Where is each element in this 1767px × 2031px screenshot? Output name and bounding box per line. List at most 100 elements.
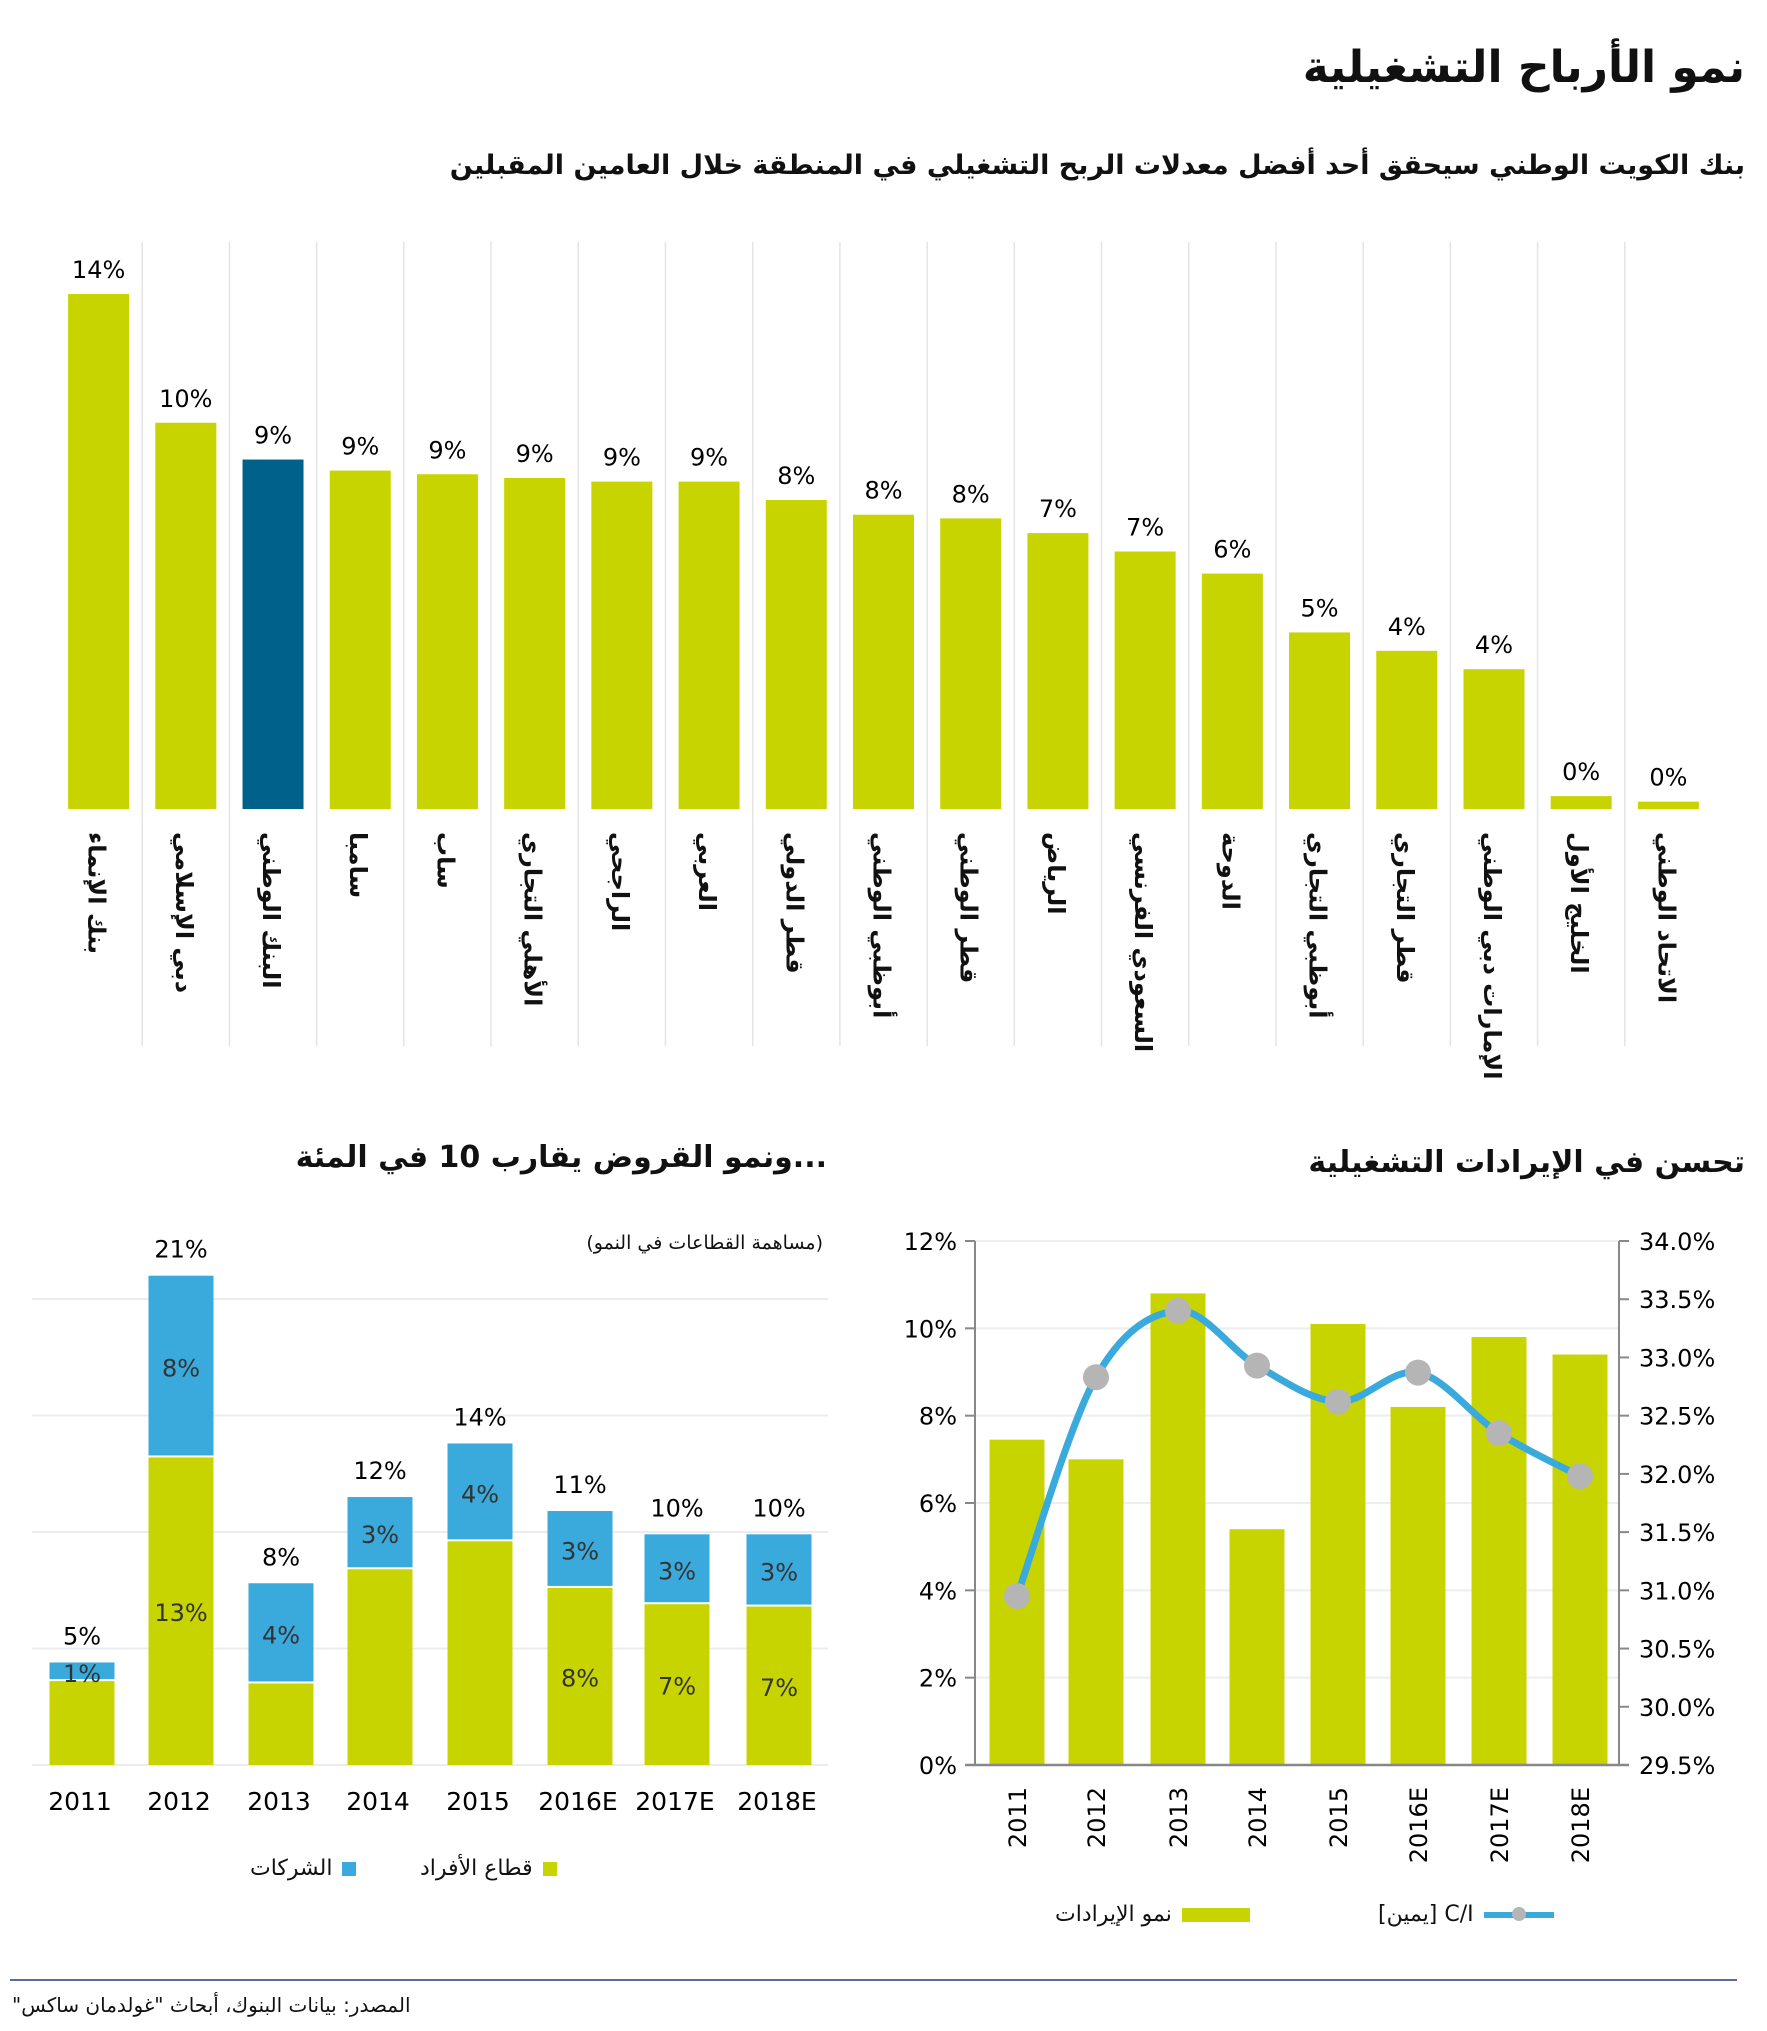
bar-corporates [248, 1583, 314, 1682]
total-label: 12% [353, 1457, 406, 1485]
ci-marker [1405, 1359, 1431, 1386]
x-tick-label: 2018E [737, 1787, 816, 1816]
right-axis-label: 33.5% [1639, 1286, 1715, 1314]
loan-growth-chart: 1% 5% 2011 13% 8% 21% 2012 4% 8% 2013 3% 12% 2014 4% 1… [32, 1236, 828, 1816]
category-label: قطر الوطني [954, 832, 983, 984]
data-label: 8% [777, 462, 815, 490]
segment-label-corporates: 3% [760, 1558, 798, 1586]
total-label: 14% [453, 1403, 506, 1431]
bar-corporates [347, 1497, 413, 1568]
ci-marker [1325, 1388, 1351, 1415]
ci-marker [1004, 1583, 1030, 1610]
legend-label-revenue: نمو الإيرادات [1055, 1902, 1172, 1927]
ci-marker [1083, 1364, 1109, 1391]
bar [765, 500, 827, 809]
data-label: 9% [341, 433, 379, 461]
total-label: 11% [553, 1471, 606, 1499]
category-label: قطر التجاري [1390, 832, 1419, 984]
x-tick-label: 2017E [1486, 1787, 1514, 1863]
data-label: 4% [1475, 631, 1513, 659]
revenue-bar [1390, 1406, 1446, 1765]
x-tick-label: 2013 [1165, 1787, 1193, 1848]
data-label: 9% [428, 436, 466, 464]
category-label: الاتحاد الوطني [1652, 832, 1681, 1004]
category-label: الرياض [1041, 832, 1070, 915]
category-label: الراجحي [605, 832, 634, 932]
legend-label-ci: C/I [يمين] [1378, 1902, 1474, 1927]
total-label: 5% [63, 1622, 101, 1650]
bar-corporates [49, 1662, 115, 1680]
bar [155, 422, 217, 809]
data-label: 7% [1126, 514, 1164, 542]
right-axis-label: 31.0% [1639, 1577, 1715, 1605]
right-axis-label: 30.5% [1639, 1636, 1715, 1664]
segment-label-corporates: 3% [658, 1557, 696, 1585]
right-axis-label: 29.5% [1639, 1752, 1715, 1780]
total-label: 21% [154, 1236, 207, 1264]
left-axis-label: 10% [904, 1315, 957, 1343]
segment-label-corporates: 4% [461, 1480, 499, 1508]
total-label: 10% [752, 1494, 805, 1522]
data-label: 0% [1649, 764, 1687, 792]
left-axis-label: 4% [919, 1577, 957, 1605]
legend-individuals: قطاع الأفراد [420, 1856, 557, 1881]
x-tick-label: 2015 [446, 1787, 510, 1816]
data-label: 0% [1562, 758, 1600, 786]
revenue-growth-chart: 0% 2% 4% 6% 8% 10% 12% 29.5% 30.0% 30.5% 31.0% 31.5… [904, 1228, 1716, 1863]
x-tick-label: 2012 [147, 1787, 211, 1816]
revenue-bar [1229, 1529, 1285, 1765]
chart-1-subtitle: بنك الكويت الوطني سيحقق أحد أفضل معدلات … [449, 150, 1745, 181]
legend-swatch-corporates [342, 1861, 357, 1876]
bar [940, 518, 1002, 809]
x-tick-label: 2016E [1405, 1787, 1433, 1863]
left-axis-label: 8% [919, 1403, 957, 1431]
category-label: السعودي الفرنسي [1129, 832, 1158, 1053]
x-tick-label: 2012 [1083, 1787, 1111, 1848]
category-label: العربي [693, 832, 722, 912]
ci-line [1013, 1307, 1582, 1598]
right-axis-label: 30.0% [1639, 1694, 1715, 1722]
segment-label-individuals: 7% [658, 1673, 696, 1701]
bar [1201, 573, 1263, 809]
bar-corporates [746, 1534, 812, 1605]
ci-marker [1165, 1297, 1191, 1324]
revenue-bar [1471, 1337, 1527, 1765]
segment-label-individuals: 7% [760, 1674, 798, 1702]
bar [1463, 669, 1525, 809]
x-tick-label: 2014 [346, 1787, 410, 1816]
data-label: 10% [159, 385, 212, 413]
operating-profit-chart: 14% 10% 9% 9% 9% 9% 9% 9% 8% 8% 8% 7% 7% 6% 5% 4% 4% 0% 0% [68, 242, 1699, 1046]
bar [1114, 551, 1176, 809]
legend-swatch-ci [1483, 1906, 1554, 1921]
category-label: البنك الوطني [257, 832, 286, 989]
bar [416, 474, 478, 809]
category-label: الإمارات دبي الوطني [1477, 832, 1506, 1080]
data-label: 9% [254, 422, 292, 450]
segment-label-corporates: 8% [162, 1355, 200, 1383]
right-axis-label: 31.5% [1639, 1519, 1715, 1547]
data-label: 8% [952, 480, 990, 508]
segment-label-individuals: 8% [561, 1664, 599, 1692]
total-label: 8% [262, 1543, 300, 1571]
page-title: نمو الأرباح التشغيلية [1302, 42, 1746, 93]
left-axis-label: 12% [904, 1228, 957, 1256]
segment-label-corporates: 3% [561, 1537, 599, 1565]
category-label: ساب [431, 832, 460, 889]
loans-chart-title: ...ونمو القروض يقارب 10 في المئة [295, 1140, 827, 1175]
segment-label-corporates: 1% [63, 1660, 101, 1688]
legend-ci: C/I [يمين] [1378, 1902, 1554, 1927]
category-label: سامبا [344, 832, 373, 899]
bar [591, 481, 653, 809]
bar [242, 459, 304, 809]
ci-marker [1244, 1352, 1270, 1379]
revenue-bar [1552, 1354, 1608, 1765]
legend-corporates: الشركات [250, 1856, 357, 1881]
bar-individuals [148, 1457, 214, 1765]
data-label: 9% [516, 440, 554, 468]
bar [329, 470, 391, 809]
legend-label-individuals: قطاع الأفراد [420, 1856, 533, 1881]
bar-individuals [49, 1681, 115, 1765]
right-axis-label: 33.0% [1639, 1344, 1715, 1372]
bar [1550, 796, 1612, 809]
bar [68, 294, 130, 809]
